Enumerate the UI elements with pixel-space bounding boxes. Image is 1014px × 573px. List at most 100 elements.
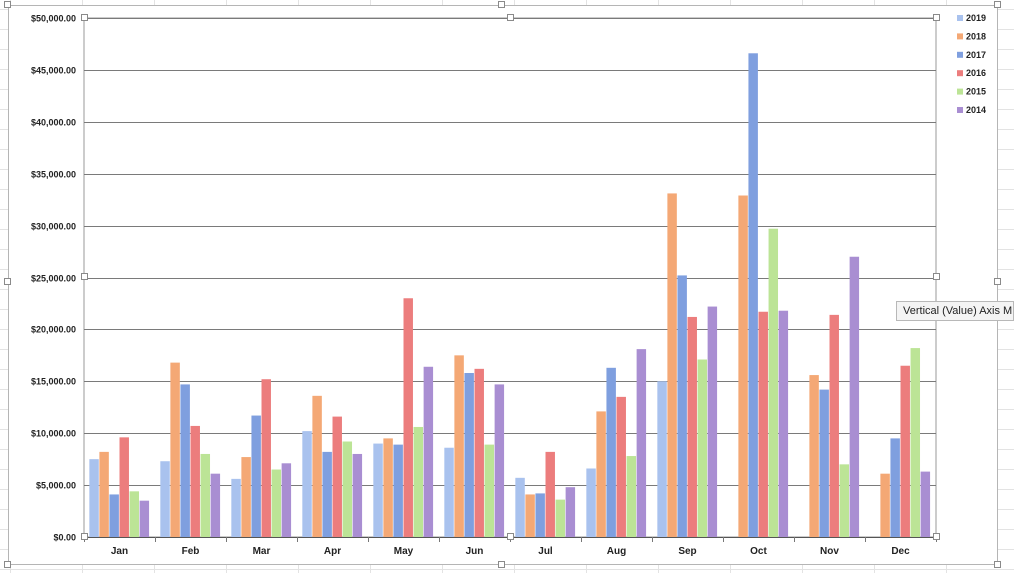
- bar-2017-jul[interactable]: [535, 493, 545, 537]
- legend-swatch-2016[interactable]: [957, 70, 963, 77]
- bar-2014-oct[interactable]: [778, 310, 789, 537]
- legend-swatch-2019[interactable]: [957, 15, 963, 21]
- legend-label-2016[interactable]: 2016: [966, 68, 986, 78]
- bar-2015-jan[interactable]: [129, 491, 140, 537]
- bar-2018-aug[interactable]: [596, 411, 606, 537]
- plot-area-handle-bottom-right[interactable]: [933, 533, 940, 540]
- bar-2018-jun[interactable]: [454, 355, 464, 537]
- bar-2017-apr[interactable]: [322, 451, 332, 537]
- plot-area-handle-middle-right[interactable]: [933, 273, 940, 280]
- bar-2016-jan[interactable]: [119, 437, 129, 537]
- bar-2017-mar[interactable]: [251, 415, 261, 537]
- bar-2015-jun[interactable]: [484, 444, 495, 537]
- bar-2018-may[interactable]: [383, 438, 393, 537]
- bar-2015-may[interactable]: [413, 426, 424, 537]
- bar-2019-mar[interactable]: [231, 478, 241, 537]
- bar-2016-nov[interactable]: [829, 314, 839, 537]
- bar-2019-sep[interactable]: [657, 381, 667, 537]
- plot-area-handle-top-left[interactable]: [81, 14, 88, 21]
- bar-2015-dec[interactable]: [910, 348, 921, 537]
- chart-resize-handle-top-right[interactable]: [994, 1, 1001, 8]
- bar-2017-jun[interactable]: [464, 373, 474, 537]
- bar-2016-dec[interactable]: [900, 365, 910, 537]
- bar-2016-jun[interactable]: [474, 368, 484, 537]
- bar-2014-jan[interactable]: [139, 500, 150, 537]
- legend-swatch-2017[interactable]: [957, 51, 963, 58]
- bar-2018-dec[interactable]: [880, 473, 890, 537]
- bar-2016-mar[interactable]: [261, 379, 271, 537]
- legend[interactable]: 2019 2018 2017 2016 2015 2014: [957, 13, 986, 115]
- bar-2017-feb[interactable]: [180, 384, 190, 537]
- bar-2019-aug[interactable]: [586, 468, 596, 537]
- bar-2017-dec[interactable]: [890, 438, 900, 537]
- bar-2014-jun[interactable]: [494, 384, 505, 537]
- bar-2019-feb[interactable]: [160, 461, 170, 537]
- bar-2015-mar[interactable]: [271, 469, 282, 537]
- plot-area-handle-top-right[interactable]: [933, 14, 940, 21]
- bar-2018-apr[interactable]: [312, 395, 322, 537]
- bar-2015-oct[interactable]: [768, 228, 779, 537]
- bar-2014-nov[interactable]: [849, 256, 860, 537]
- chart-resize-handle-middle-right[interactable]: [994, 278, 1001, 285]
- bar-2017-nov[interactable]: [819, 389, 829, 537]
- bar-2017-oct[interactable]: [748, 53, 758, 537]
- bar-2016-oct[interactable]: [758, 311, 768, 537]
- legend-label-2014[interactable]: 2014: [966, 105, 986, 115]
- bar-2017-jan[interactable]: [109, 494, 119, 537]
- bar-2014-aug[interactable]: [636, 349, 647, 537]
- bar-2017-sep[interactable]: [677, 275, 687, 537]
- bar-2017-aug[interactable]: [606, 367, 616, 537]
- bar-series[interactable]: [89, 53, 931, 538]
- chart-resize-handle-top-center[interactable]: [498, 1, 505, 8]
- bar-2014-sep[interactable]: [707, 306, 718, 537]
- bar-2019-jul[interactable]: [515, 477, 525, 537]
- bar-2014-may[interactable]: [423, 366, 434, 537]
- bar-2015-aug[interactable]: [626, 456, 637, 537]
- bar-2016-jul[interactable]: [545, 451, 555, 537]
- bar-2015-sep[interactable]: [697, 359, 708, 538]
- legend-swatch-2014[interactable]: [957, 107, 963, 113]
- bar-2016-apr[interactable]: [332, 416, 342, 537]
- bar-2019-may[interactable]: [373, 443, 383, 537]
- chart-resize-handle-bottom-left[interactable]: [4, 561, 11, 568]
- bar-2016-aug[interactable]: [616, 396, 626, 537]
- bar-2016-feb[interactable]: [190, 425, 200, 537]
- bar-2014-apr[interactable]: [352, 453, 363, 537]
- chart-resize-handle-top-left[interactable]: [4, 1, 11, 8]
- plot-area-handle-bottom-center[interactable]: [507, 533, 514, 540]
- bar-2018-jul[interactable]: [525, 494, 535, 537]
- bar-2018-oct[interactable]: [738, 195, 748, 538]
- bar-2018-mar[interactable]: [241, 457, 251, 537]
- bar-2017-may[interactable]: [393, 444, 403, 537]
- bar-2018-jan[interactable]: [99, 451, 109, 537]
- legend-swatch-2018[interactable]: [957, 33, 963, 40]
- legend-label-2015[interactable]: 2015: [966, 87, 986, 97]
- bar-2015-feb[interactable]: [200, 453, 211, 537]
- bar-2018-feb[interactable]: [170, 362, 180, 537]
- plot-area-handle-top-center[interactable]: [507, 14, 514, 21]
- legend-label-2017[interactable]: 2017: [966, 50, 986, 60]
- bar-2014-jul[interactable]: [565, 487, 576, 537]
- bar-2016-sep[interactable]: [687, 316, 697, 537]
- bar-2019-jun[interactable]: [444, 447, 454, 537]
- bar-2019-jan[interactable]: [89, 459, 99, 537]
- bar-2019-apr[interactable]: [302, 431, 312, 537]
- legend-label-2019[interactable]: 2019: [966, 13, 986, 23]
- bar-2014-feb[interactable]: [210, 473, 221, 537]
- legend-swatch-2015[interactable]: [957, 88, 963, 95]
- bar-2015-nov[interactable]: [839, 464, 850, 537]
- bar-2018-nov[interactable]: [809, 375, 819, 537]
- bar-2015-jul[interactable]: [555, 499, 566, 537]
- bar-2014-mar[interactable]: [281, 463, 292, 537]
- chart-resize-handle-bottom-right[interactable]: [994, 561, 1001, 568]
- bar-2016-may[interactable]: [403, 298, 413, 537]
- chart-resize-handle-middle-left[interactable]: [4, 278, 11, 285]
- bar-2015-apr[interactable]: [342, 441, 353, 538]
- legend-label-2018[interactable]: 2018: [966, 31, 986, 41]
- bar-2014-dec[interactable]: [920, 471, 931, 537]
- bar-2018-sep[interactable]: [667, 193, 677, 538]
- plot-area-handle-middle-left[interactable]: [81, 273, 88, 280]
- chart-resize-handle-bottom-center[interactable]: [498, 561, 505, 568]
- plot-area-handle-bottom-left[interactable]: [81, 533, 88, 540]
